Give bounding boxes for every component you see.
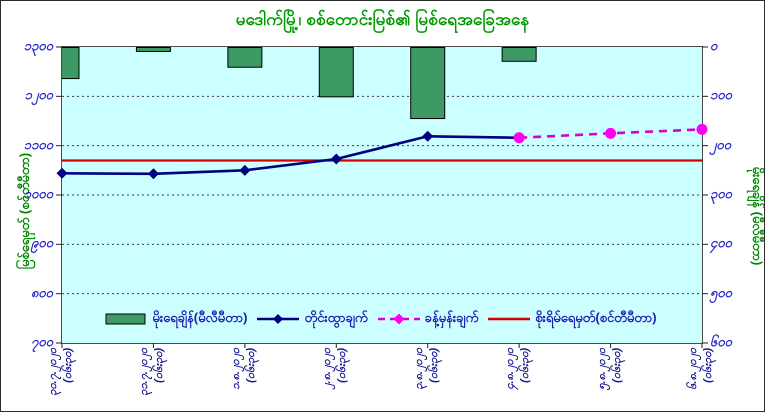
rain-bar [135,47,171,52]
x-label-date: ၂.၈.၂၀၂၀ [321,348,334,389]
x-axis-label: ၅.၈.၂၀၂၀ (၀၆း၃၀) [595,348,625,411]
measured-point [422,130,434,142]
left-axis-tick-label: ၁၃၀၀ [23,38,53,53]
x-label-time: (၀၆း၃၀) [610,348,623,383]
left-axis-tick-label: ၈၀၀ [30,284,53,300]
x-label-time: (၀၆း၃၀) [153,348,166,383]
x-label-date: ၁.၈.၂၀၂၀ [229,348,242,390]
x-axis-label: ၁.၈.၂၀၂၀ (၀၆း၃၀) [229,348,259,411]
right-axis-tick-label: ၂၀၀ [710,136,732,152]
chart-title: မဒေါက်မြို့၊ စစ်တောင်းမြစ်၏ မြစ်ရေအခြေအန… [235,10,530,29]
right-axis-tick-label: ၃၀၀ [710,186,732,201]
legend-item-danger: စိုးရိမ်ရေမှတ်(စင်တီမီတာ) [488,309,657,329]
x-axis-label: ၄.၈.၂၀၂၀ (၀၆း၃၀) [503,348,533,411]
left-axis-title: မြစ်ရေမှတ် (စင်တီမီတာ) [17,152,32,270]
forecast-point [605,127,617,139]
x-axis-label: ၂.၈.၂၀၂၀ (၀၆း၃၀) [320,348,350,411]
legend-label: မိုးရေချိန်(မီလီမီတာ) [152,309,248,325]
rain-bar [227,47,263,68]
legend-swatch-bar [105,313,146,325]
right-axis-tick-label: ၄၀၀ [710,235,732,251]
legend-item-forecast: ခန့်မှန်းချက် [377,309,479,329]
x-label-time: (၀၆း၃၀) [336,348,349,383]
x-axis-label: ၃၀.၇.၂၀၂၀ (၀၆း၃၀) [46,348,76,411]
rain-bar [501,47,537,62]
right-axis-title: မိုးရေချိန် (မီလီမီတာ) [750,166,765,266]
measured-point [239,164,251,176]
x-axis-label: ၃၁.၇.၂၀၂၀ (၀၆း၃၀) [137,348,167,411]
left-axis-tick-label: ၁၀၀၀ [23,186,53,201]
rain-bar [318,47,354,98]
x-axis-label: ၆.၈.၂၀၂၀ (၀၆း၃၀) [686,348,716,411]
right-axis-tick-label: ၆၀၀ [710,334,732,349]
legend-label: တိုင်းထွာချက် [304,309,368,325]
x-label-time: (၀၆း၃၀) [427,348,440,383]
measured-point [56,167,68,179]
right-axis-tick-label: ၁၀၀ [710,87,732,103]
right-axis-tick-label: ၅၀၀ [710,284,732,300]
left-axis-tick-label: ၉၀၀ [31,235,53,251]
legend-item-measured: တိုင်းထွာချက် [257,309,368,329]
rain-bar [410,47,446,120]
legend-swatch-measured [257,314,300,324]
legend-label: စိုးရိမ်ရေမှတ်(စင်တီမီတာ) [535,309,657,325]
legend-swatch-danger [488,317,531,321]
x-axis-label: ၃.၈.၂၀၂၀ (၀၆း၃၀) [412,348,442,411]
legend: မိုးရေချိန်(မီလီမီတာ) တိုင်းထွာချက် ခန့်မှ… [61,308,701,330]
forecast-point [696,123,708,135]
rain-bar [62,47,80,80]
left-axis-tick-label: ၇၀၀ [31,334,53,349]
left-axis-tick-label: ၁၂၀၀ [24,87,53,103]
legend-swatch-forecast [377,313,420,325]
x-label-date: ၄.၈.၂၀၂၀ [504,348,517,390]
legend-label: ခန့်မှန်းချက် [424,309,479,325]
forecast-point [513,132,525,144]
x-label-date: ၆.၈.၂၀၂၀ [687,348,699,390]
x-label-time: (၀၆း၃၀) [244,348,257,383]
measured-point [147,168,159,180]
x-label-time: (၀၆း၃၀) [62,348,74,383]
x-label-date: ၅.၈.၂၀၂၀ [595,348,608,390]
x-label-date: ၃၀.၇.၂၀၂၀ [47,348,59,396]
plot-area [56,46,708,348]
x-label-date: ၃၁.၇.၂၀၂၀ [138,348,151,396]
measured-line [61,134,520,176]
legend-item-rainfall: မိုးရေချိန်(မီလီမီတာ) [105,310,247,329]
x-label-date: ၃.၈.၂၀၂၀ [412,348,425,390]
left-axis-tick-label: ၁၁၀၀ [23,136,53,152]
x-label-time: (၀၆း၃၀) [702,348,714,383]
measured-point [330,153,342,165]
right-axis-tick-label: ၀ [710,38,718,53]
x-label-time: (၀၆း၃၀) [519,348,532,383]
plot-canvas [56,46,708,348]
